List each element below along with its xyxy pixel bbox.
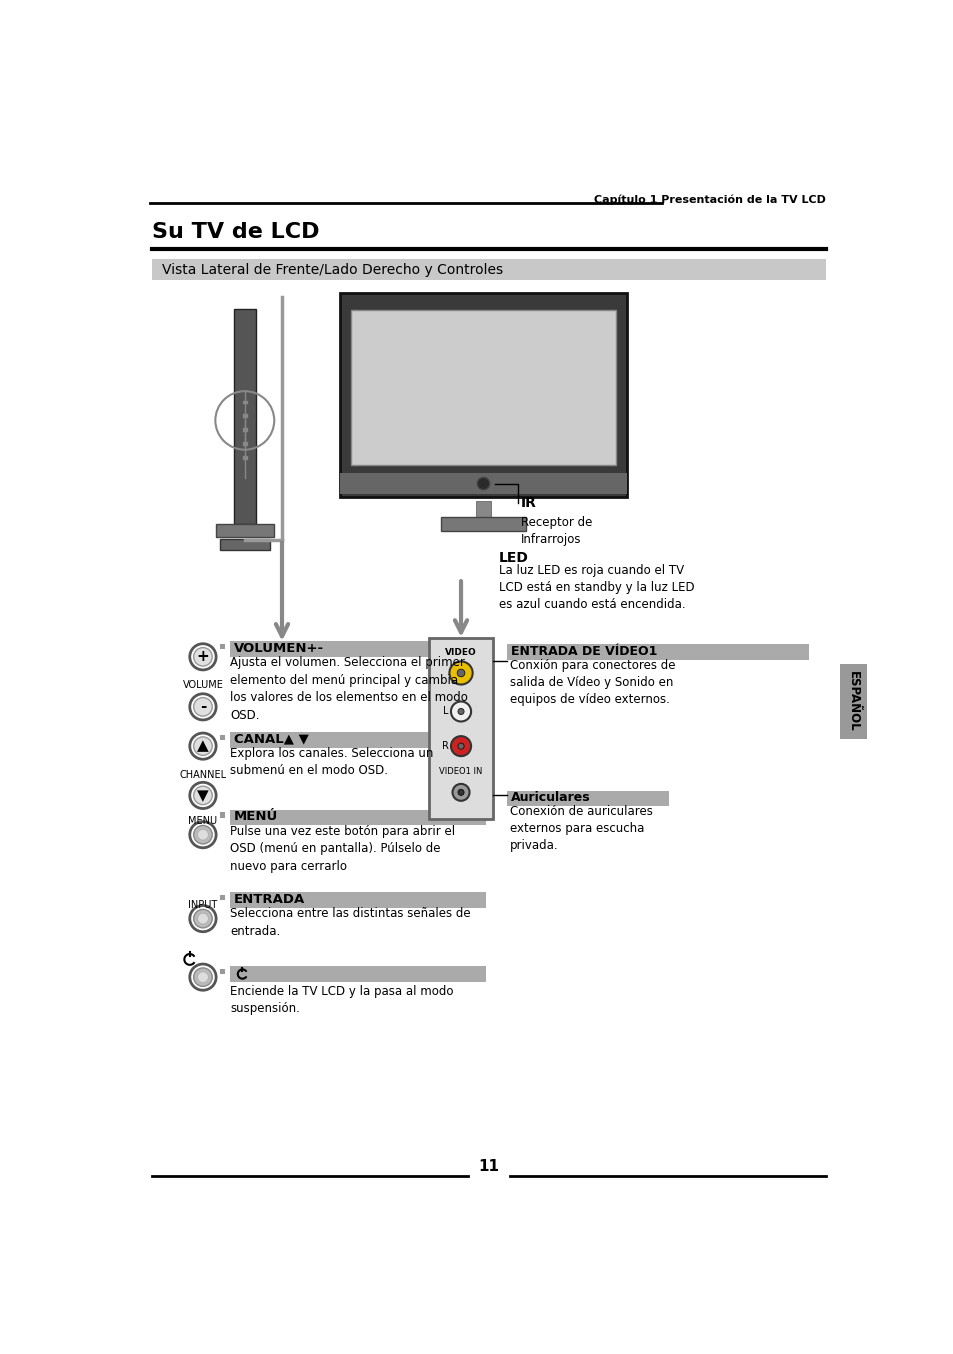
Text: ▲: ▲ — [197, 739, 209, 754]
Circle shape — [193, 968, 212, 986]
FancyBboxPatch shape — [506, 791, 669, 806]
Text: VIDEO: VIDEO — [445, 647, 476, 657]
FancyBboxPatch shape — [241, 428, 248, 432]
Text: Capítulo 1 Presentación de la TV LCD: Capítulo 1 Presentación de la TV LCD — [594, 194, 825, 204]
Circle shape — [449, 662, 472, 685]
Text: Ajusta el volumen. Selecciona el primer
elemento del menú principal y cambia
los: Ajusta el volumen. Selecciona el primer … — [230, 657, 468, 722]
Circle shape — [193, 647, 212, 666]
Text: ENTRADA DE VÍDEO1: ENTRADA DE VÍDEO1 — [510, 645, 657, 658]
FancyBboxPatch shape — [476, 501, 491, 519]
FancyBboxPatch shape — [241, 455, 248, 460]
Circle shape — [197, 972, 208, 983]
Text: Explora los canales. Selecciona un
submenú en el modo OSD.: Explora los canales. Selecciona un subme… — [230, 747, 433, 777]
Text: MENU: MENU — [188, 816, 217, 826]
Circle shape — [457, 743, 464, 749]
Text: 11: 11 — [477, 1159, 499, 1174]
Circle shape — [190, 964, 216, 990]
Circle shape — [451, 737, 471, 756]
Circle shape — [193, 910, 212, 927]
FancyBboxPatch shape — [440, 517, 525, 531]
Text: Selecciona entre las distintas señales de
entrada.: Selecciona entre las distintas señales d… — [230, 907, 470, 937]
Text: LED: LED — [498, 551, 528, 566]
Circle shape — [197, 829, 208, 839]
Circle shape — [190, 822, 216, 848]
FancyBboxPatch shape — [351, 310, 616, 464]
Text: L: L — [442, 707, 448, 716]
Circle shape — [456, 669, 464, 677]
Text: VOLUME: VOLUME — [182, 680, 223, 689]
Text: INPUT: INPUT — [188, 900, 217, 910]
FancyBboxPatch shape — [506, 645, 808, 659]
Circle shape — [190, 783, 216, 808]
Text: ENTRADA: ENTRADA — [233, 892, 305, 906]
Circle shape — [451, 701, 471, 722]
Circle shape — [190, 906, 216, 932]
Text: IR: IR — [520, 496, 536, 510]
Circle shape — [193, 826, 212, 844]
FancyBboxPatch shape — [241, 399, 248, 405]
Circle shape — [476, 478, 489, 490]
FancyBboxPatch shape — [241, 441, 248, 445]
Circle shape — [452, 784, 469, 800]
Text: Receptor de
Infrarrojos: Receptor de Infrarrojos — [520, 516, 592, 546]
Text: VIDEO1 IN: VIDEO1 IN — [439, 768, 482, 776]
FancyBboxPatch shape — [230, 642, 485, 657]
Text: ESPAÑOL: ESPAÑOL — [846, 672, 859, 731]
FancyBboxPatch shape — [340, 294, 626, 497]
FancyBboxPatch shape — [220, 968, 225, 974]
FancyBboxPatch shape — [241, 413, 248, 418]
Circle shape — [190, 643, 216, 670]
FancyBboxPatch shape — [230, 892, 485, 907]
FancyBboxPatch shape — [429, 638, 493, 819]
Text: VOLUMEN+-: VOLUMEN+- — [233, 642, 324, 655]
Text: CHANNEL: CHANNEL — [179, 769, 226, 780]
Text: -: - — [199, 700, 206, 715]
Circle shape — [193, 737, 212, 756]
Text: ▼: ▼ — [197, 788, 209, 803]
Text: La luz LED es roja cuando el TV
LCD está en standby y la luz LED
es azul cuando : La luz LED es roja cuando el TV LCD está… — [498, 563, 694, 611]
Text: +: + — [196, 650, 209, 665]
Circle shape — [193, 787, 212, 804]
FancyBboxPatch shape — [220, 812, 225, 818]
FancyBboxPatch shape — [220, 643, 225, 649]
FancyBboxPatch shape — [220, 539, 270, 550]
FancyBboxPatch shape — [216, 524, 274, 538]
Text: Auriculares: Auriculares — [510, 791, 590, 804]
Text: Su TV de LCD: Su TV de LCD — [152, 222, 319, 242]
Text: MENÚ: MENÚ — [233, 811, 278, 823]
FancyBboxPatch shape — [152, 260, 825, 279]
FancyBboxPatch shape — [340, 473, 626, 494]
FancyBboxPatch shape — [220, 895, 225, 900]
Circle shape — [457, 708, 464, 715]
Text: R: R — [441, 741, 449, 751]
Circle shape — [197, 913, 208, 923]
Circle shape — [190, 693, 216, 720]
Circle shape — [457, 789, 464, 795]
Text: Conexión de auriculares
externos para escucha
privada.: Conexión de auriculares externos para es… — [509, 806, 652, 853]
FancyBboxPatch shape — [220, 735, 225, 741]
Text: Enciende la TV LCD y la pasa al modo
suspensión.: Enciende la TV LCD y la pasa al modo sus… — [230, 984, 453, 1016]
FancyBboxPatch shape — [233, 309, 255, 524]
Text: Pulse una vez este botón para abrir el
OSD (menú en pantalla). Púlselo de
nuevo : Pulse una vez este botón para abrir el O… — [230, 825, 455, 873]
Text: Vista Lateral de Frente/Lado Derecho y Controles: Vista Lateral de Frente/Lado Derecho y C… — [162, 263, 502, 276]
Text: Conxión para conectores de
salida de Vídeo y Sonido en
equipos de vídeo externos: Conxión para conectores de salida de Víd… — [509, 659, 675, 707]
FancyBboxPatch shape — [230, 810, 485, 826]
FancyBboxPatch shape — [230, 967, 485, 982]
FancyBboxPatch shape — [230, 733, 485, 747]
Text: CANAL▲ ▼: CANAL▲ ▼ — [233, 733, 309, 746]
Circle shape — [190, 733, 216, 760]
Circle shape — [193, 697, 212, 716]
